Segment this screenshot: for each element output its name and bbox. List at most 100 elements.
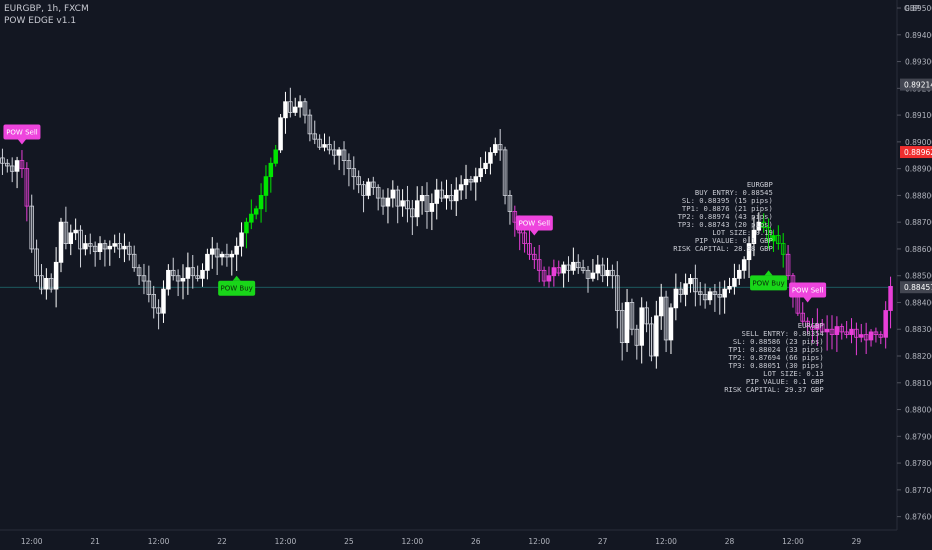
buy-signal-tag: POW Buy xyxy=(750,270,788,291)
trade-info-line: SL: 0.88586 (23 pips) xyxy=(733,337,824,346)
candle-body xyxy=(205,253,210,271)
candle-body xyxy=(424,195,430,212)
time-tick-label: 22 xyxy=(217,537,227,546)
trade-info-line: PIP VALUE: 0.1 GBP xyxy=(695,236,773,245)
candle-body xyxy=(663,296,669,341)
sell-tag-box xyxy=(515,215,553,231)
candle-body xyxy=(414,200,420,218)
indicator-title: POW EDGE v1.1 xyxy=(4,16,77,26)
candle-body xyxy=(449,195,454,202)
candle-body xyxy=(727,286,732,290)
candle-body xyxy=(400,200,405,207)
sell-tag-label: POW Sell xyxy=(6,129,38,137)
candle-body xyxy=(575,261,581,269)
time-axis[interactable]: 12:00 21 12:00 22 12:00 25 12:00 26 12:00 27 12:00… xyxy=(21,537,861,546)
candle-body xyxy=(463,178,469,186)
candle-body xyxy=(351,168,357,178)
candle-body xyxy=(883,310,888,338)
candle-body xyxy=(478,168,483,178)
candle-body xyxy=(29,205,34,250)
price-tag-box xyxy=(900,146,932,159)
trade-info-line: SL: 0.88395 (15 pips) xyxy=(682,196,773,205)
candle-body xyxy=(136,267,142,277)
time-tick-label: 25 xyxy=(344,537,354,546)
candle-body xyxy=(541,269,547,282)
candle-body xyxy=(761,221,766,228)
candle-body xyxy=(805,320,810,327)
candle-body xyxy=(371,181,376,188)
trade-info-line: LOT SIZE: 0.19 xyxy=(712,228,773,237)
candle-body xyxy=(502,149,508,196)
sell-tag-label: POW Sell xyxy=(792,286,824,294)
trade-info-line: RISK CAPITAL: 29.37 GBP xyxy=(724,385,824,394)
candle-body xyxy=(122,245,127,250)
candle-body xyxy=(634,328,640,346)
candle-body xyxy=(839,326,845,333)
candle-body xyxy=(824,328,830,333)
candle-body xyxy=(717,294,723,298)
time-tick-label: 12:00 xyxy=(148,537,170,546)
candle-body xyxy=(654,315,659,357)
sell-tag-pointer xyxy=(17,139,26,145)
candle-body xyxy=(829,328,835,335)
trade-info-line: RISK CAPITAL: 28.98 GBP xyxy=(673,244,773,253)
candle-body xyxy=(863,334,869,341)
price-axis[interactable]: 0.895000.894000.893000.892000.891000.890… xyxy=(897,4,932,522)
candle-body xyxy=(722,288,727,298)
candle-body xyxy=(156,307,161,314)
candle-body xyxy=(751,229,757,244)
candle-body xyxy=(68,232,74,244)
candle-body xyxy=(615,275,620,311)
candle-body xyxy=(497,144,503,151)
candle-body xyxy=(0,157,5,164)
time-tick-label: 12:00 xyxy=(782,537,804,546)
candle-body xyxy=(668,307,674,341)
candle-body xyxy=(185,267,191,279)
candle-body xyxy=(566,264,571,271)
sell-tag-box xyxy=(789,282,827,298)
candle-body xyxy=(468,178,474,183)
trade-info-line: TP2: 0.88974 (43 pips) xyxy=(678,212,773,221)
candle-body xyxy=(34,248,39,277)
candle-body xyxy=(214,248,220,258)
trade-info-line: BUY ENTRY: 0.88545 xyxy=(695,188,773,197)
buy-tag-label: POW Buy xyxy=(221,285,253,293)
candle-body xyxy=(756,221,762,231)
candle-body xyxy=(600,264,605,277)
candle-body xyxy=(766,227,771,242)
candle-body xyxy=(454,189,459,202)
candle-body xyxy=(688,277,693,285)
time-tick-label: 12:00 xyxy=(655,537,677,546)
candle-body xyxy=(307,114,313,135)
candle-body xyxy=(658,296,664,317)
candle-body xyxy=(483,162,488,170)
candle-body xyxy=(551,267,557,277)
price-tag: 0.89214 xyxy=(900,78,932,91)
candle-body xyxy=(624,302,630,344)
time-tick-label: 27 xyxy=(598,537,608,546)
candle-body xyxy=(834,326,840,335)
candle-body xyxy=(605,269,610,277)
time-tick-label: 12:00 xyxy=(21,537,43,546)
candle-body xyxy=(429,203,435,212)
candle-body xyxy=(73,229,78,234)
time-tick-label: 21 xyxy=(90,537,100,546)
candle-body xyxy=(776,235,781,244)
candle-body xyxy=(356,176,361,186)
candle-body xyxy=(815,323,820,330)
candle-body xyxy=(849,328,854,335)
candle-body xyxy=(195,275,200,279)
candle-body xyxy=(39,275,44,290)
candle-body xyxy=(302,101,308,116)
candle-body xyxy=(571,261,576,271)
candle-body xyxy=(458,184,464,191)
candle-body xyxy=(180,277,186,282)
